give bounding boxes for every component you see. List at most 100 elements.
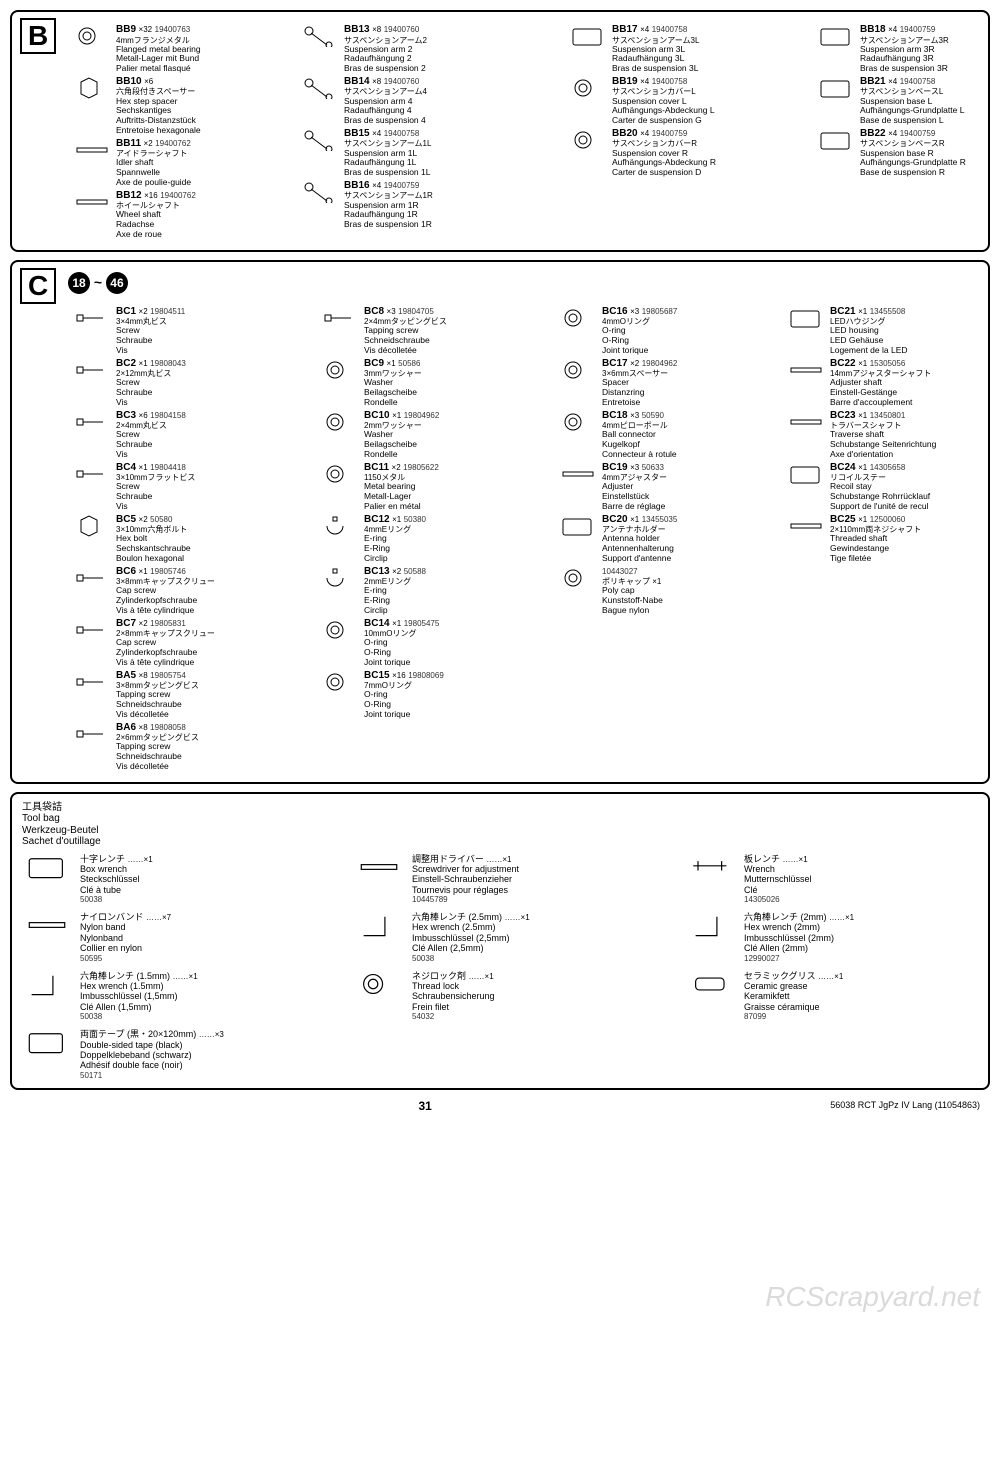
- part-qty: ×2: [392, 567, 401, 576]
- part-label: Boulon hexagonal: [116, 554, 304, 564]
- bracket-icon: [570, 24, 606, 48]
- arm-b-icon: [302, 76, 338, 100]
- part-pn: 50588: [404, 567, 426, 576]
- part-code: BB20: [612, 128, 638, 139]
- part-label: Bras de suspension 3R: [860, 64, 1000, 74]
- part-pn: 19804511: [150, 307, 185, 316]
- tool-label: Imbusschlüssel (1,5mm): [80, 991, 198, 1001]
- step-from: 18: [68, 272, 90, 294]
- section-b-panel: B BB9 ×32 19400763 4mmフランジメタル Flanged me…: [10, 10, 990, 252]
- part-qty: ×2: [139, 619, 148, 628]
- part-row: BC8 ×3 19804705 2×4mmタッピングビス Tapping scr…: [322, 306, 542, 356]
- part-qty: ×2: [630, 359, 639, 368]
- part-code: BB13: [344, 24, 370, 35]
- tool-pn: 50038: [80, 1012, 198, 1021]
- part-pn: 19805687: [642, 307, 678, 316]
- part-row: BC4 ×1 19804418 3×10mmフラットビス ScrewSchrau…: [74, 462, 304, 512]
- part-qty: ×4: [640, 77, 649, 86]
- part-row: 10443027 ポリキャップ ×1 Poly capKunststoff-Na…: [560, 566, 770, 616]
- part-pn: 19805746: [150, 567, 186, 576]
- part-qty: ×32: [139, 25, 153, 34]
- screw-long-icon: [74, 358, 110, 382]
- part-jp: 2×12mm丸ビス: [116, 369, 304, 378]
- tapping-icon: [74, 670, 110, 694]
- part-jp: 7mmOリング: [364, 681, 542, 690]
- part-code: BC24: [830, 462, 856, 473]
- tool-jp: 六角棒レンチ (1.5mm) ……×1: [80, 971, 198, 981]
- part-label: Vis: [116, 450, 304, 460]
- part-code: BA5: [116, 670, 136, 681]
- part-pn: 19400758: [652, 77, 688, 86]
- part-pn: 15305056: [870, 359, 906, 368]
- tool-pn: 50038: [80, 895, 153, 904]
- part-qty: ×8: [139, 723, 148, 732]
- part-jp: 3×4mm丸ビス: [116, 317, 304, 326]
- page-number: 31: [418, 1100, 431, 1114]
- tool-jp: セラミックグリス ……×1: [744, 971, 843, 981]
- part-label: Palier metal flasqué: [116, 64, 284, 74]
- part-pn: 19804962: [404, 411, 440, 420]
- part-qty: ×1: [858, 411, 867, 420]
- part-row: BC20 ×1 13455035 アンテナホルダー Antenna holder…: [560, 514, 770, 564]
- part-jp: 4mmOリング: [602, 317, 770, 326]
- tool-jp: 両面テープ (黒・20×120mm) ……×3: [80, 1029, 224, 1039]
- grid-column: BB13 ×8 19400760 サスペンションアーム2 Suspension …: [302, 24, 552, 242]
- oring-lg-icon: [322, 618, 358, 642]
- part-jp: 10mmOリング: [364, 629, 542, 638]
- part-pn: 50580: [150, 515, 172, 524]
- tool-pn: 50038: [412, 954, 530, 963]
- part-code: BC19: [602, 462, 628, 473]
- tool-pn: 50171: [80, 1071, 224, 1080]
- section-c-grid: BC1 ×2 19804511 3×4mm丸ビス ScrewSchraubeVi…: [22, 270, 978, 774]
- tool-jp: ナイロンバンド ……×7: [80, 912, 171, 922]
- part-pn: 19804158: [150, 411, 186, 420]
- part-label: Bague nylon: [602, 606, 770, 616]
- part-pn: 19400759: [900, 25, 936, 34]
- part-code: BB15: [344, 128, 370, 139]
- part-pn: 19400760: [384, 25, 420, 34]
- part-row: BC9 ×1 50586 3mmワッシャー WasherBeilagscheib…: [322, 358, 542, 408]
- part-code: BB22: [860, 128, 886, 139]
- part-qty: ×1: [392, 515, 401, 524]
- part-row: BB21 ×4 19400758 サスペンションベースL Suspension …: [818, 76, 1000, 126]
- part-label: Axe de poulie-guide: [116, 178, 284, 188]
- part-pn: 19808058: [150, 723, 186, 732]
- tool-label: Clé Allen (1,5mm): [80, 1002, 198, 1012]
- tool-label: Clé Allen (2,5mm): [412, 943, 530, 953]
- part-pn: 19805622: [403, 463, 439, 472]
- part-code: BC10: [364, 410, 390, 421]
- part-row: BC24 ×1 14305658 リコイルステー Recoil staySchu…: [788, 462, 1000, 512]
- part-row: BB11 ×2 19400762 アイドラーシャフト Idler shaftSp…: [74, 138, 284, 188]
- traverse-icon: [788, 410, 824, 434]
- tapping-icon: [322, 306, 358, 330]
- grid-column: BC1 ×2 19804511 3×4mm丸ビス ScrewSchraubeVi…: [74, 306, 304, 774]
- tool-pn: 14305026: [744, 895, 812, 904]
- part-code: BB14: [344, 76, 370, 87]
- part-qty: ×1: [858, 359, 867, 368]
- tool-label: Adhésif double face (noir): [80, 1060, 224, 1070]
- cover-icon: [570, 128, 606, 152]
- tool-header-jp: 工具袋詰: [22, 802, 978, 814]
- part-pn: 50380: [404, 515, 426, 524]
- screw-flat-icon: [74, 462, 110, 486]
- tool-item: 板レンチ ……×1 WrenchMutternschlüsselClé 1430…: [686, 854, 986, 905]
- part-label: E-Ring: [364, 596, 542, 606]
- part-row: BB9 ×32 19400763 4mmフランジメタル Flanged meta…: [74, 24, 284, 74]
- cover-icon: [570, 76, 606, 100]
- tool-label: Ceramic grease: [744, 981, 843, 991]
- part-label: Support d'antenne: [602, 554, 770, 564]
- part-label: Logement de la LED: [830, 346, 1000, 356]
- part-label: Barre d'accouplement: [830, 398, 1000, 408]
- part-label: Schraube: [116, 336, 304, 346]
- part-row: BC13 ×2 50588 2mmEリング E-ringE-RingCircli…: [322, 566, 542, 616]
- tool-label: Graisse céramique: [744, 1002, 843, 1012]
- tool-label: Steckschlüssel: [80, 874, 153, 884]
- part-label: E-ring: [364, 586, 542, 596]
- tool-label: Wrench: [744, 864, 812, 874]
- tool-item: 六角棒レンチ (2.5mm) ……×1 Hex wrench (2.5mm)Im…: [354, 912, 674, 963]
- grid-column: BB18 ×4 19400759 サスペンションアーム3R Suspension…: [818, 24, 1000, 242]
- part-qty: ×2: [139, 307, 148, 316]
- arm-c-icon: [302, 128, 338, 152]
- part-row: BA6 ×8 19808058 2×6mmタッピングビス Tapping scr…: [74, 722, 304, 772]
- part-pn: 10443027: [602, 567, 638, 576]
